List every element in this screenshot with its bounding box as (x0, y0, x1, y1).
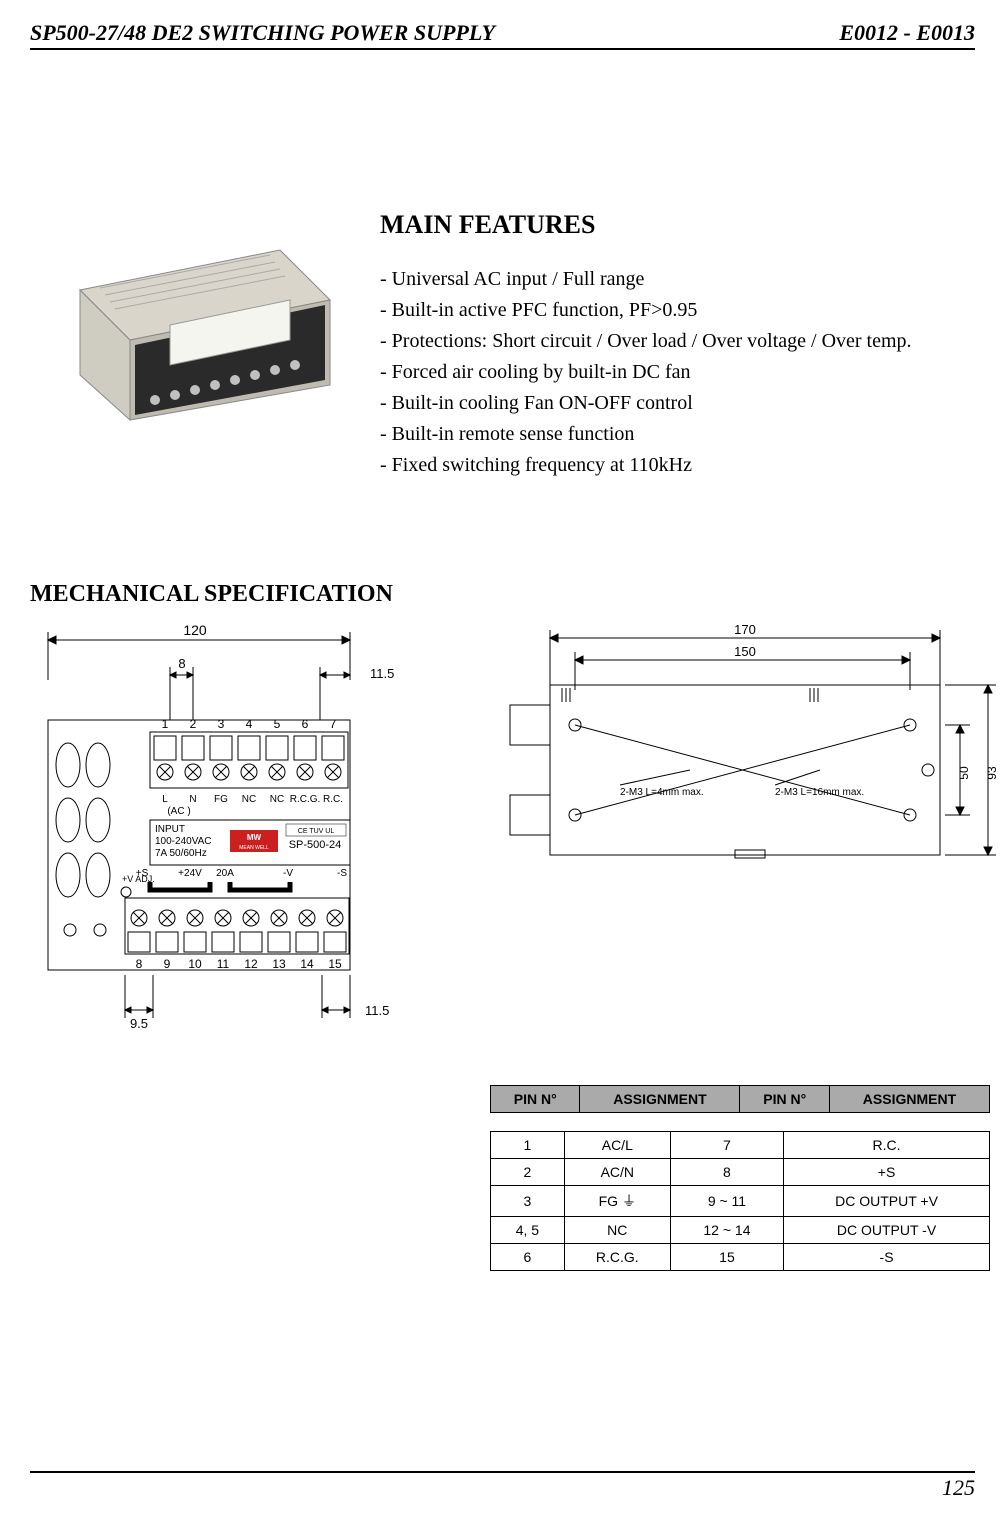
term-label: NC (242, 794, 256, 805)
td: NC (564, 1217, 670, 1244)
header-right: E0012 - E0013 (839, 20, 975, 46)
features-title: MAIN FEATURES (380, 210, 912, 240)
td: 3 (491, 1186, 565, 1217)
td: -S (784, 1244, 990, 1271)
note-m3-4: 2-M3 L=4mm max. (620, 787, 704, 798)
top-section: MAIN FEATURES - Universal AC input / Ful… (30, 210, 975, 481)
info-line: INPUT (155, 824, 185, 835)
td: DC OUTPUT +V (784, 1186, 990, 1217)
td: DC OUTPUT -V (784, 1217, 990, 1244)
pin-num: 11 (217, 957, 230, 971)
dim-11p5-bot: 11.5 (365, 1003, 389, 1018)
side-panel-diagram: 170 150 2-M3 L=4mm max. (490, 620, 1005, 895)
bot-label: 20A (216, 868, 234, 879)
td: 12 ~ 14 (670, 1217, 783, 1244)
pin-table-body: 1 AC/L 7 R.C. 2 AC/N 8 +S 3 FG ⏚ 9 ~ 11 … (490, 1131, 990, 1271)
table-row: 6 R.C.G. 15 -S (491, 1244, 990, 1271)
bot-label: -V (283, 868, 293, 879)
term-label: R.C. (323, 794, 343, 805)
td: 2 (491, 1159, 565, 1186)
pin-num: 10 (188, 957, 202, 971)
td: 9 ~ 11 (670, 1186, 783, 1217)
td: R.C.G. (564, 1244, 670, 1271)
pin-num: 8 (136, 957, 143, 971)
td: 8 (670, 1159, 783, 1186)
td: FG ⏚ (564, 1186, 670, 1217)
pin-num: 5 (274, 717, 281, 731)
term-label: FG (214, 794, 228, 805)
pin-table-header: PIN N° ASSIGNMENT PIN N° ASSIGNMENT (490, 1085, 990, 1113)
feature-item: - Built-in active PFC function, PF>0.95 (380, 295, 912, 326)
ac-label: (AC ) (167, 806, 190, 817)
pin-num: 13 (272, 957, 286, 971)
info-line: 100-240VAC (155, 836, 212, 847)
adj-label: +V ADJ. (122, 874, 155, 884)
dim-120: 120 (183, 622, 207, 638)
mechanical-diagrams: 120 8 11.5 (30, 620, 975, 1055)
feature-item: - Universal AC input / Full range (380, 264, 912, 295)
dim-8: 8 (178, 656, 185, 671)
td: 1 (491, 1132, 565, 1159)
dim-93: 93 (985, 766, 999, 780)
term-label: NC (270, 794, 284, 805)
svg-text:CE TUV UL: CE TUV UL (298, 828, 335, 835)
term-label: L (162, 794, 168, 805)
th: PIN N° (491, 1086, 580, 1113)
dim-11p5-top: 11.5 (370, 666, 394, 681)
info-line: 7A 50/60Hz (155, 848, 207, 859)
brand-text: MEAN WELL (239, 845, 269, 851)
features-list: - Universal AC input / Full range - Buil… (380, 264, 912, 481)
bot-label: +24V (178, 868, 202, 879)
page-number: 125 (30, 1471, 975, 1501)
td: 6 (491, 1244, 565, 1271)
product-photo (30, 210, 350, 430)
page-header: SP500-27/48 DE2 SWITCHING POWER SUPPLY E… (30, 20, 975, 50)
table-row: 4, 5 NC 12 ~ 14 DC OUTPUT -V (491, 1217, 990, 1244)
table-row: 2 AC/N 8 +S (491, 1159, 990, 1186)
feature-item: - Forced air cooling by built-in DC fan (380, 357, 912, 388)
th: ASSIGNMENT (829, 1086, 989, 1113)
features-block: MAIN FEATURES - Universal AC input / Ful… (380, 210, 912, 481)
feature-item: - Built-in remote sense function (380, 419, 912, 450)
dim-170: 170 (734, 622, 756, 637)
feature-item: - Built-in cooling Fan ON-OFF control (380, 388, 912, 419)
pin-num: 12 (244, 957, 258, 971)
mech-title: MECHANICAL SPECIFICATION (30, 581, 975, 608)
pin-table-block: PIN N° ASSIGNMENT PIN N° ASSIGNMENT 1 AC… (490, 1085, 990, 1271)
table-row: 3 FG ⏚ 9 ~ 11 DC OUTPUT +V (491, 1186, 990, 1217)
bot-label: -S (337, 868, 347, 879)
pin-num: 1 (162, 717, 169, 731)
td: AC/N (564, 1159, 670, 1186)
td: 7 (670, 1132, 783, 1159)
td: 4, 5 (491, 1217, 565, 1244)
td: AC/L (564, 1132, 670, 1159)
pin-num: 4 (246, 717, 253, 731)
feature-item: - Protections: Short circuit / Over load… (380, 326, 912, 357)
pin-num: 3 (218, 717, 225, 731)
td: 15 (670, 1244, 783, 1271)
term-label: R.C.G. (290, 794, 321, 805)
model-text: SP-500-24 (289, 839, 342, 851)
th: ASSIGNMENT (580, 1086, 740, 1113)
note-m3-16: 2-M3 L=16mm max. (775, 787, 864, 798)
dim-50: 50 (957, 766, 971, 780)
term-label: N (189, 794, 196, 805)
front-panel-diagram: 120 8 11.5 (30, 620, 440, 1055)
td: +S (784, 1159, 990, 1186)
pin-num: 9 (164, 957, 171, 971)
pin-num: 7 (330, 717, 337, 731)
dim-150: 150 (734, 644, 756, 659)
td: R.C. (784, 1132, 990, 1159)
pin-num: 2 (190, 717, 197, 731)
th: PIN N° (740, 1086, 829, 1113)
dim-9p5: 9.5 (130, 1016, 148, 1031)
header-left: SP500-27/48 DE2 SWITCHING POWER SUPPLY (30, 20, 495, 46)
svg-text:MW: MW (247, 833, 262, 842)
pin-num: 15 (328, 957, 342, 971)
pin-num: 6 (302, 717, 309, 731)
feature-item: - Fixed switching frequency at 110kHz (380, 450, 912, 481)
pin-num: 14 (300, 957, 314, 971)
table-row: 1 AC/L 7 R.C. (491, 1132, 990, 1159)
